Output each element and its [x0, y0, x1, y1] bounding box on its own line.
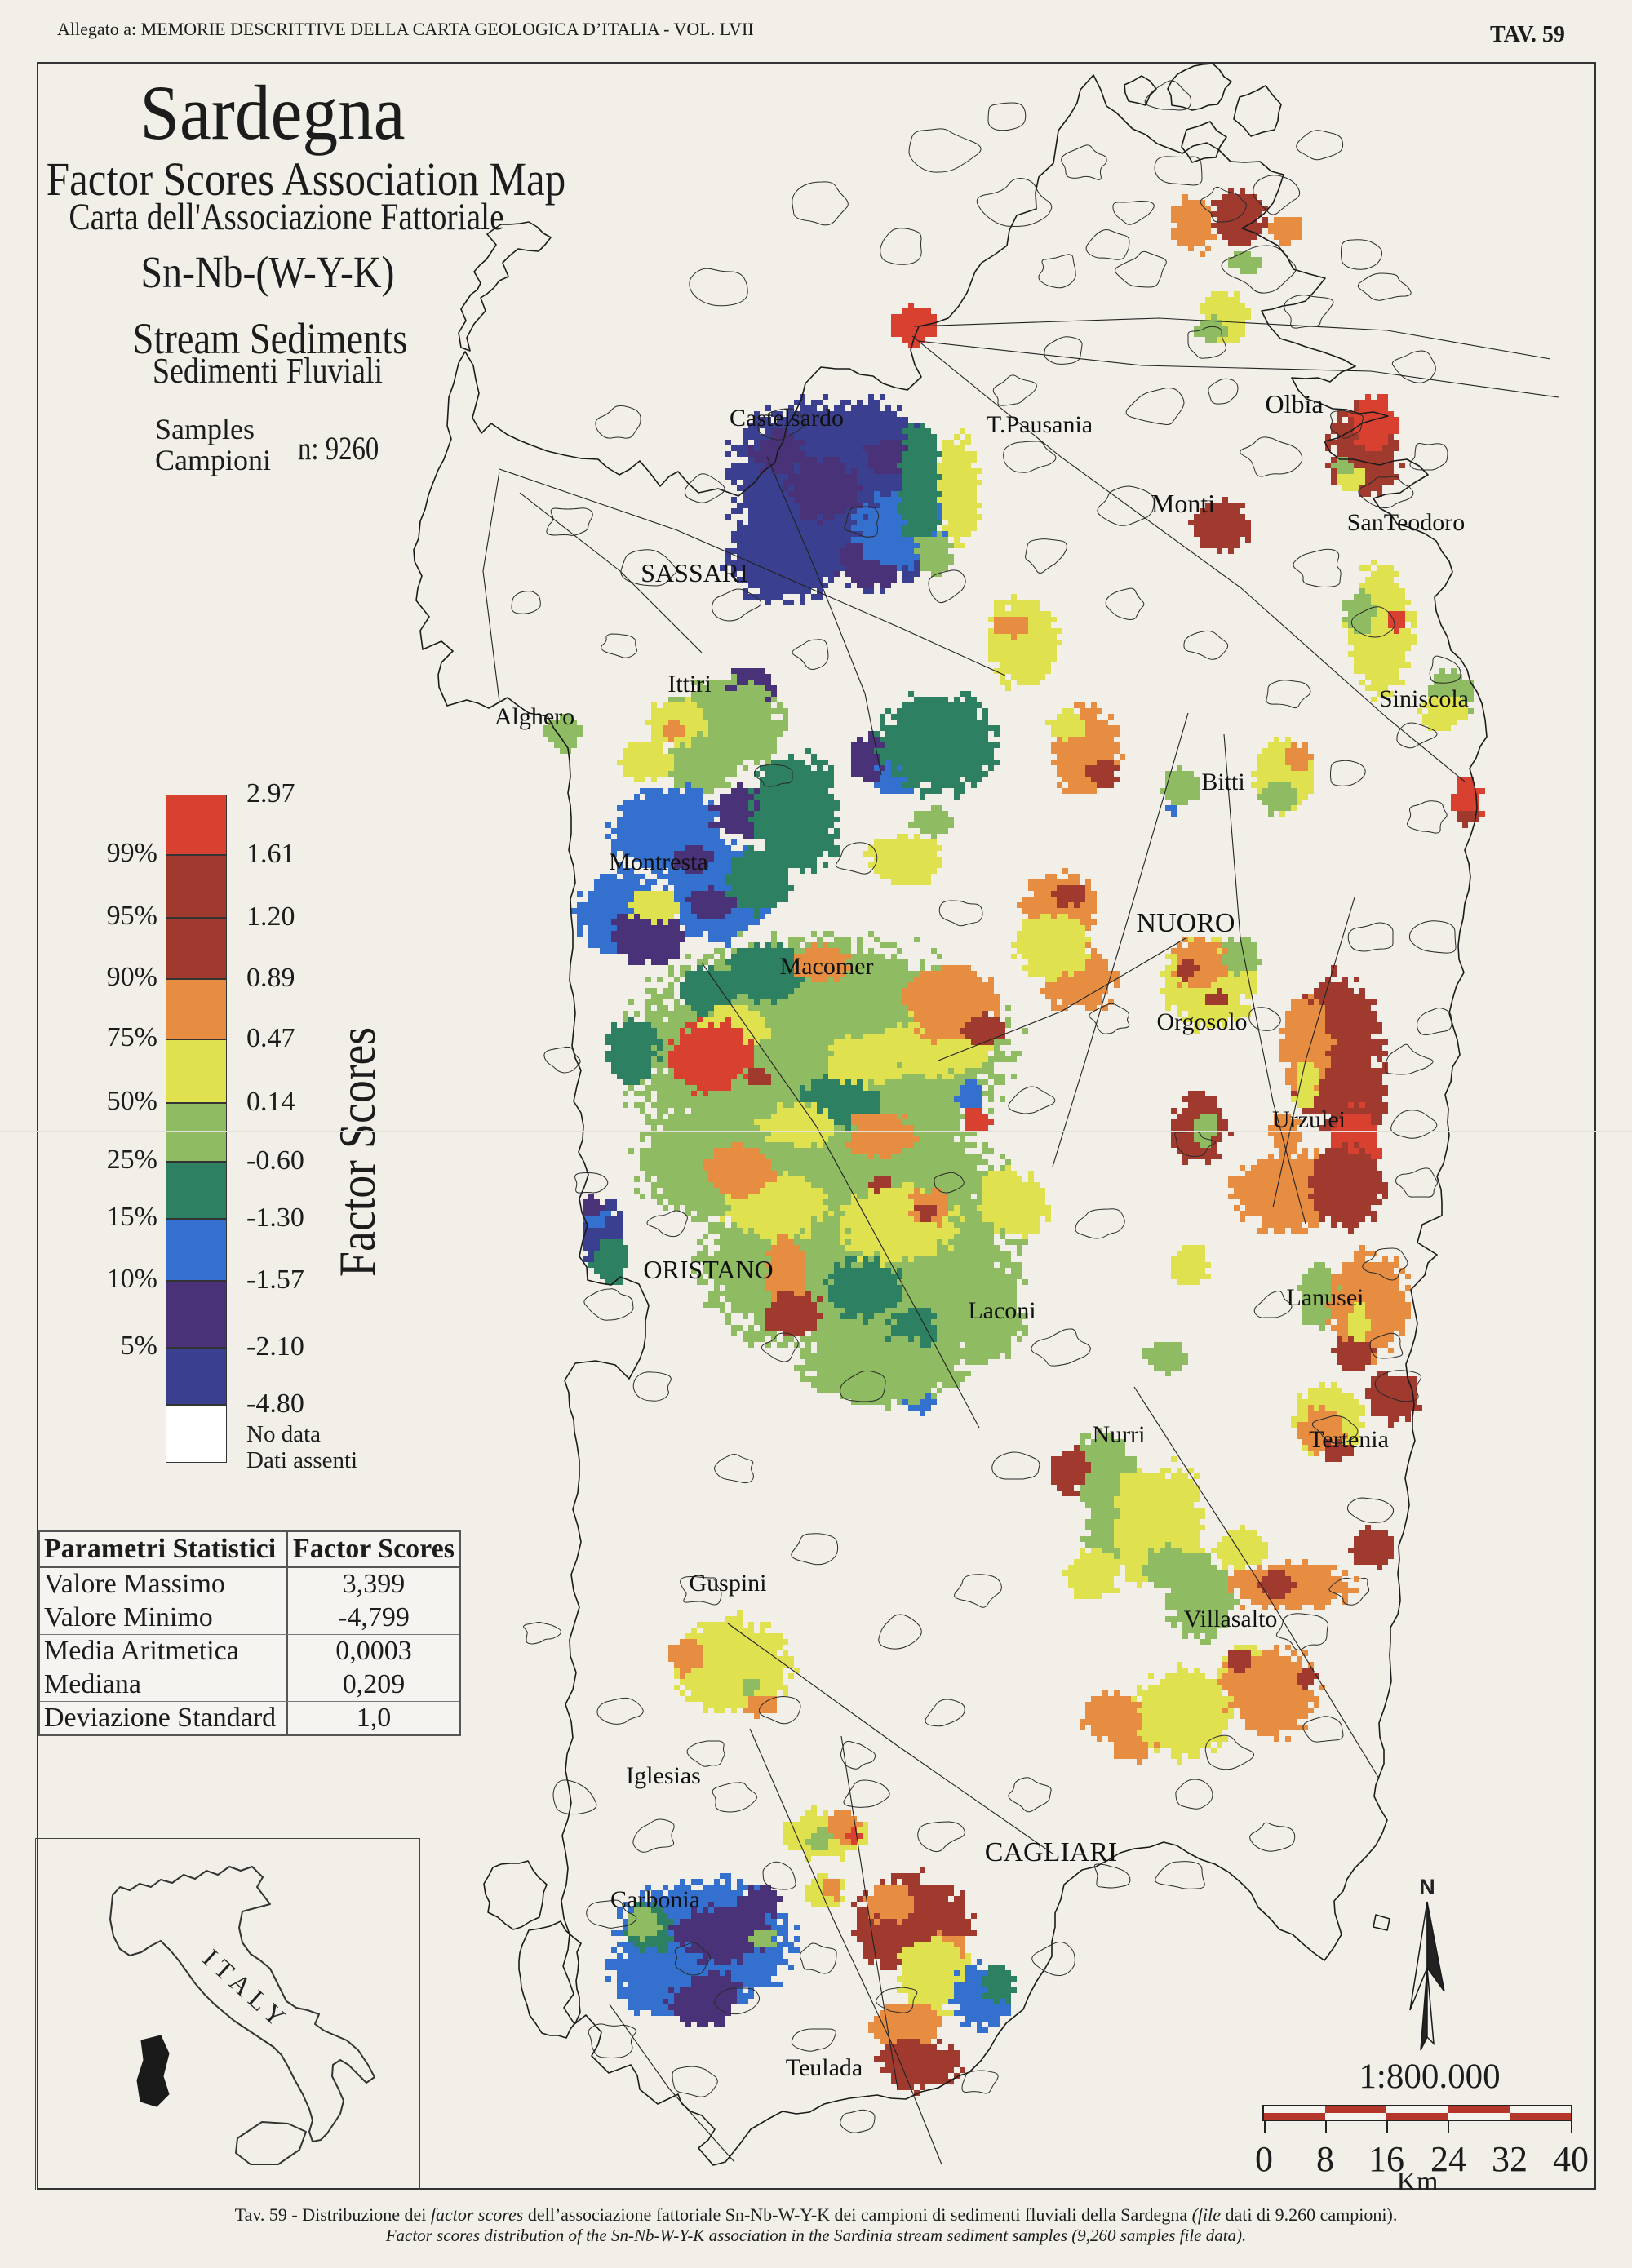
- svg-text:Urzulei: Urzulei: [1272, 1106, 1346, 1133]
- svg-text:Guspini: Guspini: [689, 1570, 766, 1597]
- svg-text:Ittiri: Ittiri: [667, 671, 711, 698]
- svg-text:Siniscola: Siniscola: [1379, 685, 1469, 712]
- svg-text:Monti: Monti: [1151, 489, 1215, 518]
- svg-text:Lanusei: Lanusei: [1287, 1284, 1364, 1311]
- svg-text:SanTeodoro: SanTeodoro: [1347, 509, 1466, 536]
- svg-text:Alghero: Alghero: [494, 703, 574, 730]
- svg-text:Tertenia: Tertenia: [1309, 1426, 1389, 1453]
- svg-text:Macomer: Macomer: [780, 953, 874, 980]
- svg-text:Bitti: Bitti: [1201, 769, 1244, 795]
- svg-text:Laconi: Laconi: [968, 1297, 1036, 1324]
- svg-text:NUORO: NUORO: [1137, 908, 1235, 938]
- svg-text:Olbia: Olbia: [1265, 389, 1323, 419]
- svg-text:Villasalto: Villasalto: [1184, 1606, 1278, 1632]
- svg-text:Nurri: Nurri: [1093, 1421, 1146, 1448]
- svg-text:N: N: [1419, 1875, 1435, 1899]
- svg-text:Montresta: Montresta: [609, 848, 708, 875]
- svg-text:ORISTANO: ORISTANO: [643, 1255, 773, 1284]
- svg-text:Orgosolo: Orgosolo: [1156, 1008, 1247, 1035]
- svg-text:SASSARI: SASSARI: [641, 558, 748, 587]
- svg-text:Castelsardo: Castelsardo: [730, 405, 844, 432]
- svg-text:Teulada: Teulada: [786, 2054, 863, 2081]
- svg-text:CAGLIARI: CAGLIARI: [985, 1837, 1117, 1867]
- svg-text:Carbonia: Carbonia: [610, 1886, 700, 1913]
- svg-text:Iglesias: Iglesias: [626, 1762, 701, 1789]
- svg-text:T.Pausania: T.Pausania: [987, 411, 1093, 438]
